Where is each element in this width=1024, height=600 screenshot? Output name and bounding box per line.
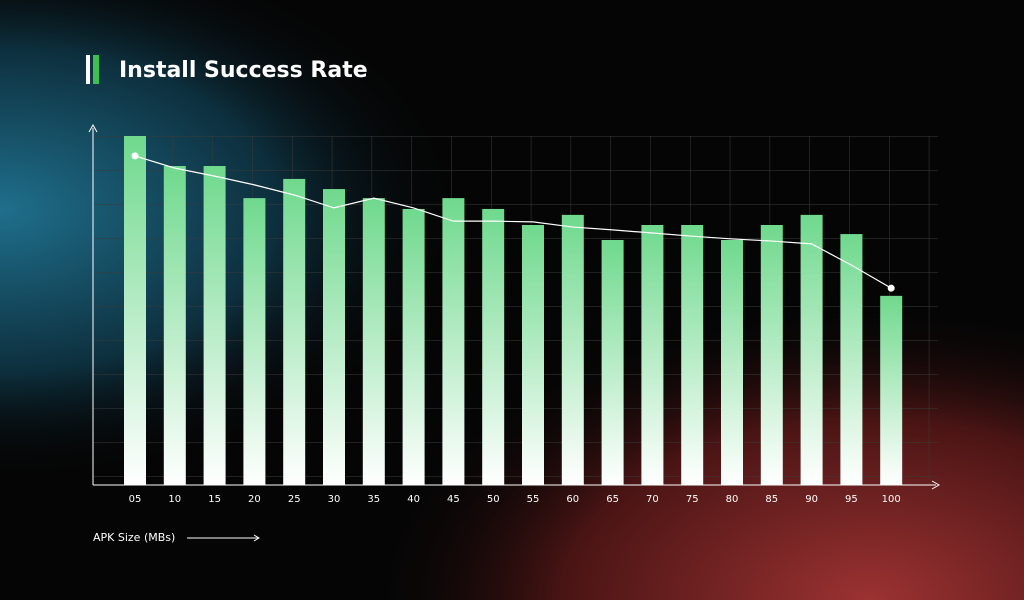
marks: 05 10 15 20 25 30 35 40 45 50 55 60 65 70 75 80 85 90 95 10… — [124, 136, 903, 505]
x-tick-label: 65 — [606, 494, 619, 505]
bar — [203, 166, 226, 485]
x-tick-label: 60 — [566, 494, 579, 505]
bar — [124, 136, 146, 485]
x-tick-label: 20 — [248, 494, 261, 505]
bar — [323, 189, 345, 485]
bar — [641, 224, 664, 485]
bar — [561, 214, 584, 485]
x-tick-label: 10 — [168, 494, 181, 505]
bar — [681, 224, 704, 485]
bar — [482, 208, 505, 486]
x-arrow — [931, 480, 941, 490]
x-tick-label: 95 — [845, 494, 858, 505]
x-tick-label: 85 — [765, 494, 778, 505]
x-tick-label: 35 — [367, 494, 380, 505]
bar — [362, 198, 385, 485]
x-tick-label: 90 — [805, 494, 818, 505]
line-end-dot — [887, 284, 895, 292]
x-tick-label: 75 — [686, 494, 699, 505]
bar — [402, 208, 425, 486]
bar — [243, 198, 266, 485]
bar — [880, 295, 903, 485]
bar — [163, 166, 186, 485]
grid — [93, 136, 938, 485]
bar — [601, 240, 624, 485]
chart-title: Install Success Rate — [119, 58, 368, 83]
x-tick-label: 70 — [646, 494, 659, 505]
x-label-arrow-head — [253, 534, 260, 542]
bar — [800, 214, 823, 485]
x-tick-label: 50 — [487, 494, 500, 505]
y-arrow — [88, 123, 98, 133]
bar — [283, 178, 306, 485]
x-tick-label: 05 — [129, 494, 142, 505]
line — [134, 155, 892, 289]
line-end-dot — [131, 152, 139, 160]
title-marker — [93, 55, 99, 84]
x-tick-label: 80 — [726, 494, 739, 505]
bar — [442, 198, 465, 485]
x-tick-label: 30 — [328, 494, 341, 505]
x-tick-label: 100 — [882, 494, 901, 505]
x-tick-label: 40 — [407, 494, 420, 505]
x-tick-label: 55 — [527, 494, 540, 505]
title-marker — [86, 55, 90, 84]
x-tick-label: 25 — [288, 494, 301, 505]
bar — [721, 240, 743, 485]
bar — [760, 224, 783, 485]
x-axis-label: APK Size (MBs) — [93, 531, 175, 544]
x-tick-label: 15 — [208, 494, 221, 505]
x-tick-label: 45 — [447, 494, 460, 505]
bar — [522, 224, 544, 485]
bar — [840, 234, 863, 485]
